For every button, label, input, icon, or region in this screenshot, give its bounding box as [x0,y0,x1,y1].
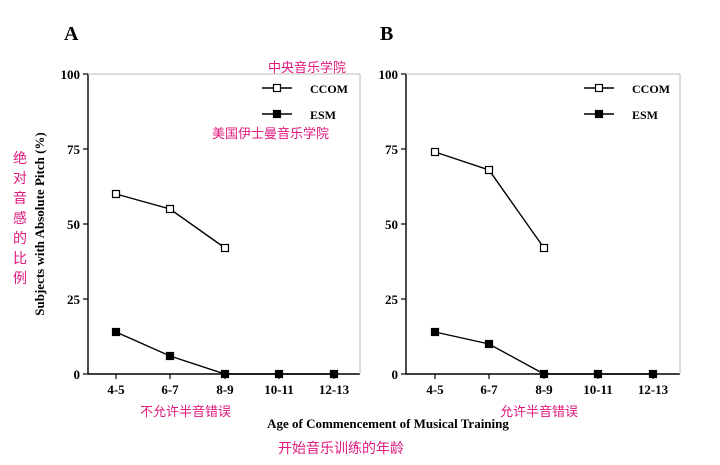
chart-panel-b: 0 25 50 75 100 4-5 6-7 8-9 10-11 12-13 CCOM ESM [379,67,681,397]
annotation-panel-b-note: 允许半音错误 [500,404,578,420]
y-tick-label: 0 [74,367,81,382]
ylabel-cn-char: 感 [13,210,27,227]
y-tick-label: 25 [67,292,81,307]
legend-marker [594,109,604,119]
data-point-esm [165,351,175,361]
x-tick-label: 12-13 [319,382,350,397]
data-point-ccom [539,243,549,253]
x-tick-label: 10-11 [264,382,294,397]
ylabel-cn-char: 音 [13,190,27,207]
y-tick-label: 0 [392,367,399,382]
y-tick-label: 75 [385,142,399,157]
chart-panel-a: 0 25 50 75 100 4-5 6-7 8-9 10-11 12-13 CCOM ESM [61,67,361,397]
x-tick-label: 4-5 [426,382,444,397]
data-point-ccom [111,189,121,199]
x-tick-label: 6-7 [161,382,179,397]
x-tick-label: 10-11 [583,382,613,397]
legend-marker [272,83,282,93]
ylabel-cn-char: 例 [13,271,27,287]
ylabel-cn-char: 比 [13,251,27,267]
x-tick-label: 6-7 [480,382,498,397]
data-point-esm [539,369,549,379]
legend-label: ESM [310,108,336,122]
legend-marker [272,109,282,119]
data-point-ccom [484,165,494,175]
panel-label-b: B [380,23,393,45]
ylabel-cn-char: 的 [13,231,27,247]
legend-label: CCOM [310,82,348,96]
data-point-esm [430,327,440,337]
ylabel-cn-char: 绝 [13,151,27,167]
y-axis-label: Subjects with Absolute Pitch (%) [32,132,47,315]
annotation-esm-cn: 美国伊士曼音乐学院 [212,126,329,142]
x-axis-label: Age of Commencement of Musical Training [267,416,509,431]
y-tick-label: 75 [67,142,81,157]
y-tick-label: 50 [385,217,398,232]
annotation-xlabel-cn: 开始音乐训练的年龄 [278,440,404,457]
annotation-ccom-cn: 中央音乐学院 [268,60,346,76]
data-point-esm [329,369,339,379]
ylabel-cn-char: 对 [13,171,27,187]
legend-label: ESM [632,108,658,122]
data-point-ccom [430,147,440,157]
data-point-esm [274,369,284,379]
data-point-ccom [220,243,230,253]
legend-marker [594,83,604,93]
x-tick-label: 4-5 [107,382,125,397]
data-point-ccom [165,204,175,214]
legend-label: CCOM [632,82,670,96]
x-tick-label: 8-9 [535,382,553,397]
series-line-esm [434,331,653,375]
series-line-ccom [115,193,226,249]
y-tick-label: 50 [67,217,80,232]
x-tick-label: 12-13 [638,382,669,397]
data-point-esm [220,369,230,379]
data-point-esm [648,369,658,379]
panel-label-a: A [64,23,79,45]
series-line-esm [115,331,334,375]
data-point-esm [484,339,494,349]
y-tick-label: 100 [379,67,399,82]
y-tick-label: 100 [61,67,81,82]
annotation-panel-a-note: 不允许半音错误 [140,404,231,420]
data-point-esm [111,327,121,337]
y-tick-label: 25 [385,292,399,307]
x-tick-label: 8-9 [216,382,234,397]
data-point-esm [593,369,603,379]
